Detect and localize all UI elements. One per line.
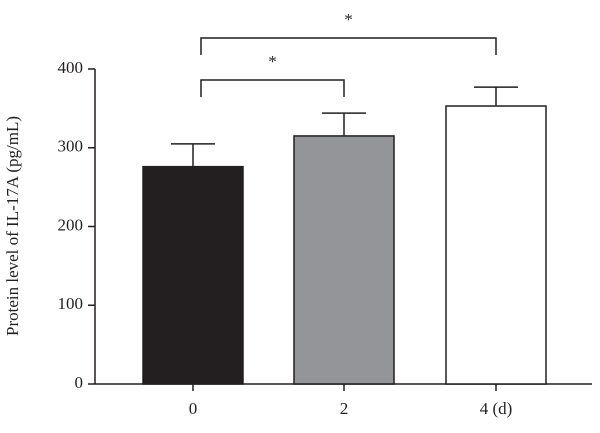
y-axis-label: Protein level of IL-17A (pg/mL) xyxy=(3,116,22,336)
y-tick-label: 200 xyxy=(58,215,84,234)
bar xyxy=(142,165,244,385)
y-tick-label: 0 xyxy=(75,373,84,392)
y-tick-label: 300 xyxy=(58,137,84,156)
significance-bracket xyxy=(200,79,345,97)
y-tick-label: 400 xyxy=(58,58,84,77)
significance-label: * xyxy=(268,52,277,71)
y-tick-label: 100 xyxy=(58,294,84,313)
x-tick-label: 4 (d) xyxy=(480,399,513,418)
significance-bracket xyxy=(200,37,497,55)
bar xyxy=(445,105,547,385)
bar xyxy=(293,135,395,385)
significance-label: * xyxy=(344,10,353,29)
x-tick-label: 0 xyxy=(189,399,198,418)
x-tick-label: 2 xyxy=(340,399,349,418)
